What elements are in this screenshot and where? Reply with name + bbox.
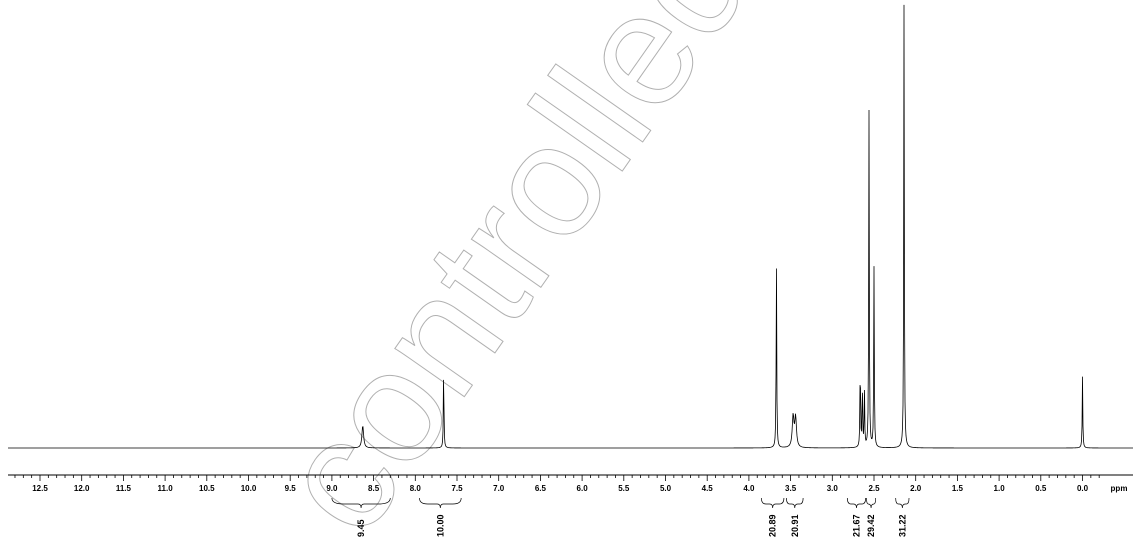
x-tick-label: 3.5 <box>785 484 797 493</box>
x-tick-label: 5.5 <box>618 484 630 493</box>
integral-bracket <box>895 497 910 509</box>
spectrum-trace <box>8 4 1133 449</box>
x-axis: 12.5 12.0 11.5 11.0 10.5 10.0 9.5 9.0 8.5 8.0 7.5 7… <box>8 474 1133 493</box>
x-tick-label: 11.0 <box>158 484 174 493</box>
integral-value-label: 20.89 <box>768 514 778 537</box>
integral-value-label: 10.00 <box>435 514 445 537</box>
x-tick-label: 2.0 <box>910 484 922 493</box>
x-tick-label: 1.0 <box>994 484 1006 493</box>
integral-value-label: 9.45 <box>356 519 366 537</box>
x-tick-label: 8.0 <box>410 484 422 493</box>
x-axis-unit-label: ppm <box>1111 484 1128 493</box>
x-tick-label: 4.5 <box>702 484 714 493</box>
integral-region: 31.22 <box>895 497 910 537</box>
integrals: 9.45 10.00 20.89 20.91 21.67 29.42 31.22 <box>331 497 910 537</box>
integral-bracket <box>786 497 804 509</box>
integral-value-label: 20.91 <box>790 514 800 537</box>
integral-bracket <box>761 497 785 509</box>
integral-region: 20.91 <box>786 497 804 537</box>
x-tick-label: 12.5 <box>32 484 48 493</box>
x-tick-label: 6.0 <box>577 484 589 493</box>
integral-value-label: 29.42 <box>866 514 876 537</box>
integral-bracket <box>419 497 462 509</box>
integral-region: 10.00 <box>419 497 462 537</box>
integral-value-label: 21.67 <box>851 514 861 537</box>
x-tick-label: 5.0 <box>660 484 672 493</box>
x-tick-label: 4.0 <box>743 484 755 493</box>
integral-bracket <box>866 497 877 509</box>
x-tick-label: 0.5 <box>1035 484 1047 493</box>
integral-region: 29.42 <box>866 497 877 537</box>
x-tick-label: 9.0 <box>326 484 338 493</box>
x-tick-label: 10.5 <box>199 484 215 493</box>
integral-bracket <box>331 497 391 509</box>
x-tick-label: 9.5 <box>285 484 297 493</box>
x-tick-label: 2.5 <box>868 484 880 493</box>
x-tick-label: 12.0 <box>74 484 90 493</box>
x-tick-label: 0.0 <box>1077 484 1089 493</box>
x-tick-label: 3.0 <box>827 484 839 493</box>
x-tick-label: 8.5 <box>368 484 380 493</box>
integral-value-label: 31.22 <box>897 514 907 537</box>
integral-bracket <box>846 497 867 509</box>
integral-region: 21.67 <box>846 497 867 537</box>
x-tick-label: 7.5 <box>451 484 463 493</box>
x-tick-label: 11.5 <box>116 484 132 493</box>
watermark-text: controlled <box>242 0 787 539</box>
integral-region: 9.45 <box>331 497 391 537</box>
x-tick-label: 1.5 <box>952 484 964 493</box>
x-tick-label: 7.0 <box>493 484 505 493</box>
watermark: controlled <box>242 0 788 539</box>
plot-area <box>8 4 1133 449</box>
x-axis-ticks: 12.5 12.0 11.5 11.0 10.5 10.0 9.5 9.0 8.5 8.0 7.5 7… <box>14 475 1100 493</box>
x-tick-label: 6.5 <box>535 484 547 493</box>
integral-region: 20.89 <box>761 497 785 537</box>
x-tick-label: 10.0 <box>241 484 257 493</box>
